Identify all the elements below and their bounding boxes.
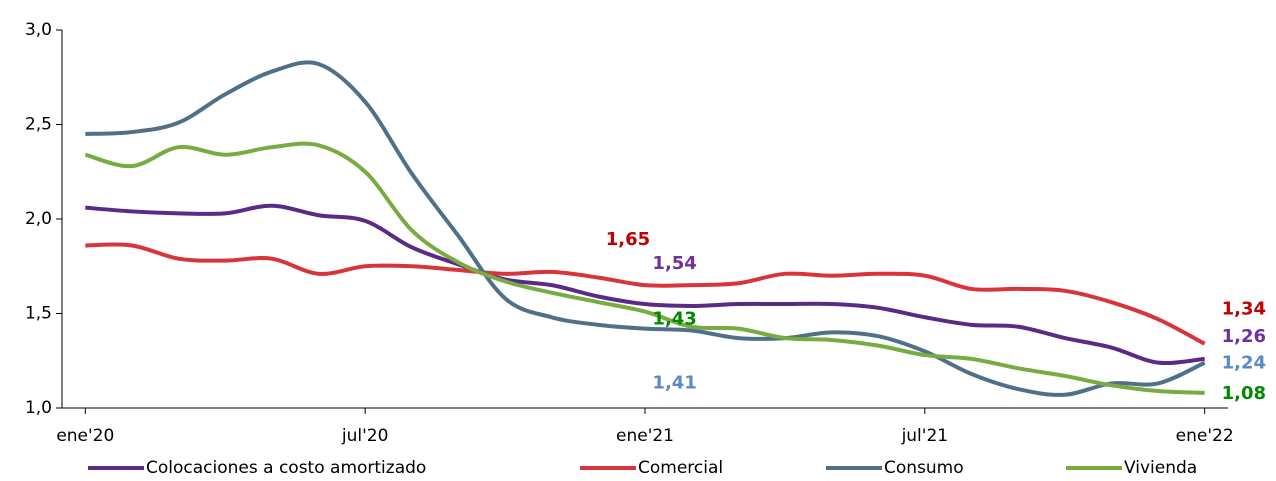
series-line <box>84 141 1205 395</box>
y-tick-label: 1,5 <box>25 304 52 324</box>
legend-label: Consumo <box>884 458 964 478</box>
value-label: 1,41 <box>652 373 696 394</box>
x-tick-label: ene'20 <box>56 426 114 446</box>
legend-label: Comercial <box>638 458 723 478</box>
value-label: 1,54 <box>652 253 696 274</box>
legend-label: Colocaciones a costo amortizado <box>146 458 426 478</box>
value-label: 1,24 <box>1222 353 1266 374</box>
y-tick-label: 2,0 <box>25 209 52 229</box>
value-label: 1,26 <box>1222 326 1266 347</box>
y-tick-label: 3,0 <box>25 20 52 40</box>
value-label: 1,65 <box>606 229 650 250</box>
y-tick-label: 2,5 <box>25 115 52 135</box>
value-label: 1,34 <box>1222 299 1266 320</box>
x-tick-label: jul'21 <box>901 426 949 446</box>
legend-label: Vivienda <box>1124 458 1197 478</box>
x-tick-label: ene'22 <box>1176 426 1234 446</box>
y-tick-label: 1,0 <box>25 398 52 418</box>
x-tick-label: jul'20 <box>341 426 389 446</box>
series-line <box>85 60 1206 397</box>
value-label: 1,43 <box>652 309 696 330</box>
x-tick-label: ene'21 <box>616 426 674 446</box>
series-line <box>85 203 1205 366</box>
series-line <box>85 242 1206 346</box>
value-label: 1,08 <box>1222 383 1266 404</box>
